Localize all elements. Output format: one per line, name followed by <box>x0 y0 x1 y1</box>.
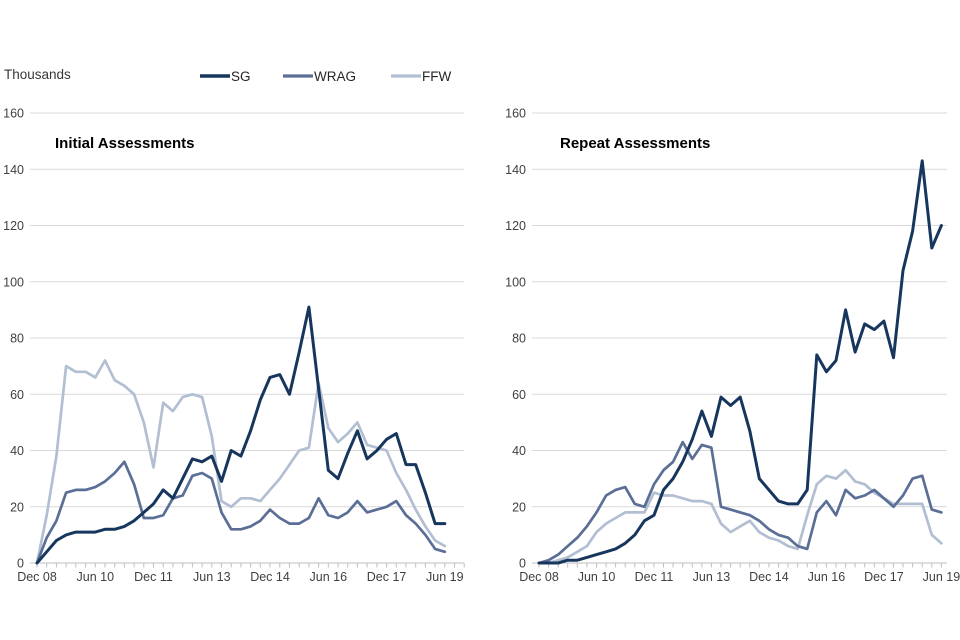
y-axis-tick-label: 120 <box>505 219 526 233</box>
y-axis-tick-label: 80 <box>10 332 24 346</box>
x-axis-tick-label: Jun 10 <box>578 570 616 584</box>
x-axis-tick-label: Dec 14 <box>749 570 789 584</box>
x-axis-tick-label: Dec 11 <box>635 570 674 584</box>
series-line-ffw <box>537 468 943 565</box>
y-axis-tick-label: 60 <box>512 388 526 402</box>
y-axis-tick-label: 160 <box>505 107 526 121</box>
x-axis-tick-label: Jun 13 <box>193 570 231 584</box>
x-axis-tick-label: Dec 14 <box>250 570 290 584</box>
series-line-sg <box>537 159 943 565</box>
series-line-wrag <box>35 460 447 565</box>
y-axis-unit-label: Thousands <box>4 67 71 82</box>
x-axis-tick-label: Jun 16 <box>310 570 348 584</box>
x-axis-tick-label: Dec 08 <box>17 570 57 584</box>
legend-label-sg: SG <box>231 69 251 84</box>
y-axis-tick-label: 120 <box>3 219 24 233</box>
y-axis-tick-label: 80 <box>512 332 526 346</box>
y-axis-tick-label: 0 <box>519 557 526 571</box>
legend: SG WRAG FFW <box>200 69 451 84</box>
x-axis-tick-label: Dec 11 <box>134 570 173 584</box>
y-axis-tick-label: 0 <box>17 557 24 571</box>
x-axis-tick-label: Jun 10 <box>77 570 115 584</box>
legend-label-ffw: FFW <box>422 69 451 84</box>
initial-assessments-title: Initial Assessments <box>55 135 195 152</box>
y-axis-tick-label: 100 <box>3 275 24 289</box>
series-line-ffw <box>35 359 447 565</box>
y-axis-tick-label: 160 <box>3 107 24 121</box>
x-axis-tick-label: Dec 17 <box>864 570 904 584</box>
x-axis-tick-label: Jun 19 <box>923 570 960 584</box>
legend-label-wrag: WRAG <box>314 69 356 84</box>
x-axis-tick-label: Jun 16 <box>808 570 846 584</box>
series-line-sg <box>35 305 447 565</box>
x-axis-tick-label: Jun 19 <box>426 570 464 584</box>
repeat-assessments-title: Repeat Assessments <box>560 135 710 152</box>
y-axis-tick-label: 40 <box>10 444 24 458</box>
x-axis-tick-label: Dec 17 <box>367 570 407 584</box>
y-axis-tick-label: 140 <box>505 163 526 177</box>
x-axis-tick-label: Dec 08 <box>519 570 559 584</box>
y-axis-tick-label: 140 <box>3 163 24 177</box>
series-line-wrag <box>537 440 943 565</box>
x-axis-tick-label: Jun 13 <box>693 570 731 584</box>
y-axis-tick-label: 40 <box>512 444 526 458</box>
y-axis-tick-label: 60 <box>10 388 24 402</box>
y-axis-tick-label: 20 <box>512 500 526 514</box>
y-axis-tick-label: 100 <box>505 275 526 289</box>
y-axis-tick-label: 20 <box>10 500 24 514</box>
